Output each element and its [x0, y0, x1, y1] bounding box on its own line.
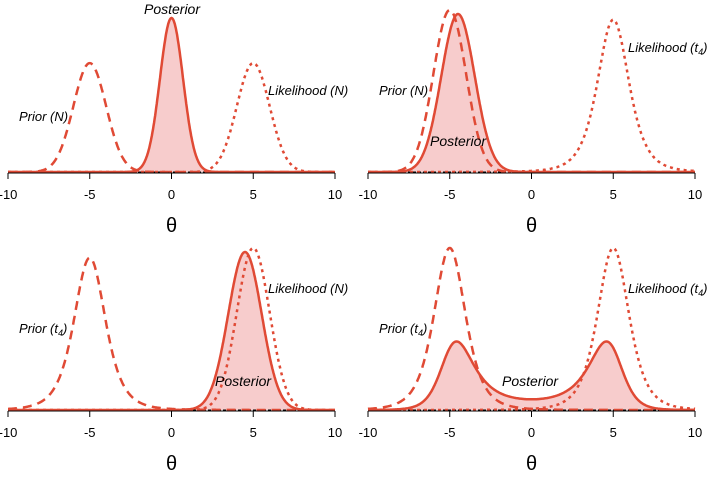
x-tick-label: 10: [688, 425, 702, 440]
x-axis-label: θ: [526, 215, 537, 237]
x-tick-label: 0: [528, 425, 535, 440]
posterior-area: [8, 18, 335, 172]
likelihood-label: Likelihood (t4): [628, 40, 707, 57]
x-tick-label: 10: [328, 425, 342, 440]
x-tick-label: 5: [250, 425, 257, 440]
prior-label: Prior (t4): [19, 321, 67, 338]
posterior-area: [368, 14, 695, 172]
likelihood-label: Likelihood (N): [268, 83, 348, 98]
panel-2: -10 -5 0 5 10 θ Posterior Prior (N) Likelihood (…: [359, 8, 707, 237]
x-tick-label: -10: [359, 425, 378, 440]
posterior-label: Posterior: [144, 1, 201, 17]
x-tick-label: 5: [250, 187, 257, 202]
posterior-curve: [8, 250, 335, 412]
x-tick-label: 5: [610, 425, 617, 440]
prior-label: Prior (N): [379, 83, 428, 98]
x-axis-label: θ: [166, 453, 177, 475]
posterior-area: [368, 341, 695, 410]
prior-label: Prior (t4): [379, 321, 427, 338]
panel-1: -10 -5 0 5 10 θ Posterior Prior (N) Likelihood (…: [0, 1, 348, 237]
likelihood-curve: [8, 61, 335, 174]
x-tick-label: 5: [610, 187, 617, 202]
prior-label: Prior (N): [19, 109, 68, 124]
x-tick-label: -5: [444, 187, 456, 202]
x-tick-label: 0: [168, 187, 175, 202]
x-tick-label: -10: [0, 425, 17, 440]
x-axis-label: θ: [526, 453, 537, 475]
x-tick-label: 10: [328, 187, 342, 202]
posterior-label: Posterior: [502, 373, 559, 389]
posterior-curve: [8, 16, 335, 174]
posterior-label: Posterior: [215, 373, 272, 389]
x-tick-label: 10: [688, 187, 702, 202]
x-tick-label: -10: [0, 187, 17, 202]
x-tick-label: 0: [528, 187, 535, 202]
posterior-curve: [368, 12, 695, 174]
likelihood-curve: [368, 246, 696, 412]
likelihood-label: Likelihood (N): [268, 281, 348, 296]
posterior-curve: [368, 340, 695, 412]
x-axis-label: θ: [166, 215, 177, 237]
x-tick-label: -5: [84, 187, 96, 202]
posterior-area: [8, 252, 335, 410]
panel-4: -10 -5 0 5 10 θ Posterior Prior (t4) Likelihood …: [359, 246, 707, 475]
posterior-label: Posterior: [430, 133, 487, 149]
x-tick-label: -5: [84, 425, 96, 440]
x-tick-label: -5: [444, 425, 456, 440]
likelihood-label: Likelihood (t4): [628, 281, 707, 298]
x-tick-label: -10: [359, 187, 378, 202]
x-tick-label: 0: [168, 425, 175, 440]
panel-3: -10 -5 0 5 10 θ Posterior Prior (t4) Likelihood …: [0, 246, 348, 475]
